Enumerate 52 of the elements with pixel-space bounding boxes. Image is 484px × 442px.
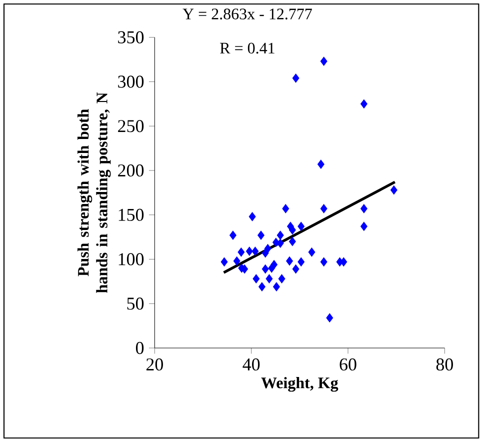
- point: [220, 257, 228, 266]
- point: [264, 244, 272, 254]
- point: [273, 282, 280, 292]
- y-tick-label: 300: [118, 76, 144, 88]
- y-tick-label: 50: [127, 298, 144, 310]
- text: Y = 2.863x - 12.777: [182, 8, 312, 20]
- point: [248, 212, 256, 222]
- y-tick-label: 150: [118, 208, 144, 221]
- point: [266, 274, 273, 284]
- point: [262, 264, 269, 274]
- point: [252, 246, 259, 256]
- annotation: R = 0.41: [220, 42, 274, 54]
- point: [270, 260, 278, 270]
- point: [292, 264, 300, 274]
- y-tick-label: 250: [118, 120, 144, 132]
- point: [320, 257, 328, 266]
- point: [308, 248, 316, 257]
- y-tick-label: 350: [118, 31, 144, 44]
- point: [282, 204, 290, 214]
- point: [246, 246, 253, 256]
- x-axis-title: Weight, Kg: [261, 377, 338, 392]
- x-tick-label: 60: [340, 358, 356, 371]
- x-tick-label: 80: [436, 358, 453, 371]
- point: [320, 56, 328, 66]
- y-axis-title: Push strength with both hands in standing posture, N: [77, 92, 111, 293]
- point: [298, 222, 305, 231]
- point: [258, 230, 264, 240]
- point: [276, 238, 284, 248]
- point: [252, 274, 260, 284]
- y-tick-label: 200: [118, 164, 144, 177]
- point: [326, 313, 334, 322]
- point: [390, 185, 398, 195]
- point: [238, 248, 245, 257]
- point: [278, 274, 286, 284]
- point: [233, 256, 240, 266]
- point: [258, 282, 266, 292]
- point: [317, 160, 324, 169]
- point: [288, 236, 296, 246]
- point: [292, 74, 300, 83]
- point: [360, 204, 368, 214]
- point: [360, 222, 368, 231]
- point: [286, 256, 293, 266]
- y-tick-label: 100: [118, 253, 144, 266]
- y-tick-label: 0: [136, 342, 144, 354]
- point: [229, 230, 236, 240]
- x-tick-label: 40: [242, 358, 260, 371]
- point: [360, 99, 368, 108]
- x-tick-label: 20: [146, 358, 163, 371]
- point: [241, 264, 248, 274]
- point: [320, 204, 328, 214]
- point: [298, 257, 305, 266]
- point: [276, 230, 284, 240]
